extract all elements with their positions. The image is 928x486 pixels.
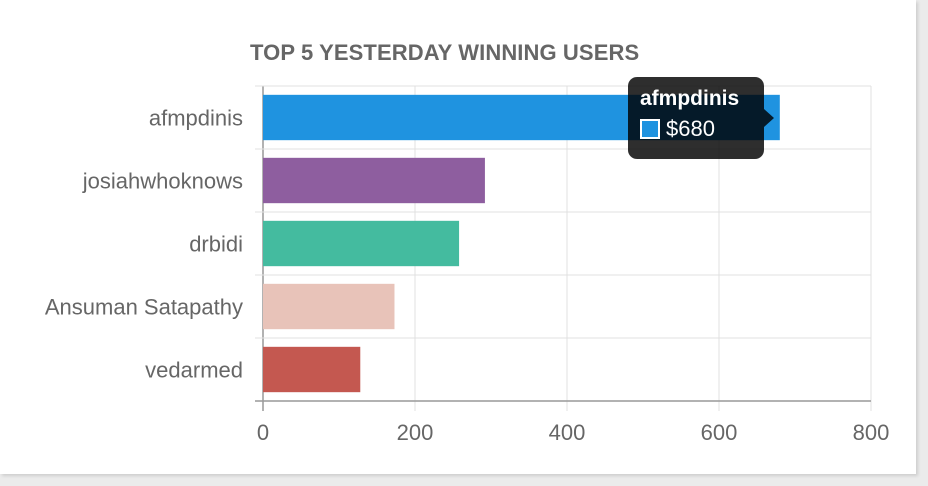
bar-vedarmed [263,346,361,393]
bar-josiahwhoknows [263,157,485,204]
x-tick-label: 400 [549,420,586,445]
x-tick-label: 800 [853,420,890,445]
y-tick-label: drbidi [189,232,243,257]
y-tick-label: vedarmed [145,358,243,383]
tooltip-title: afmpdinis [640,87,740,110]
tooltip-color-swatch [640,119,660,139]
chart-tooltip: afmpdinis $680 [628,77,774,159]
tooltip-row: $680 [640,117,752,141]
y-tick-label: afmpdinis [149,106,243,131]
x-tick-label: 600 [701,420,738,445]
x-tick-label: 0 [257,420,269,445]
tooltip-value: $680 [666,116,715,141]
bar-ansuman-satapathy [263,283,395,330]
y-tick-label: josiahwhoknows [82,169,243,194]
y-tick-label: Ansuman Satapathy [45,295,243,320]
bar-drbidi [263,220,460,267]
x-tick-label: 200 [397,420,434,445]
chart-title: TOP 5 YESTERDAY WINNING USERS [250,40,640,65]
